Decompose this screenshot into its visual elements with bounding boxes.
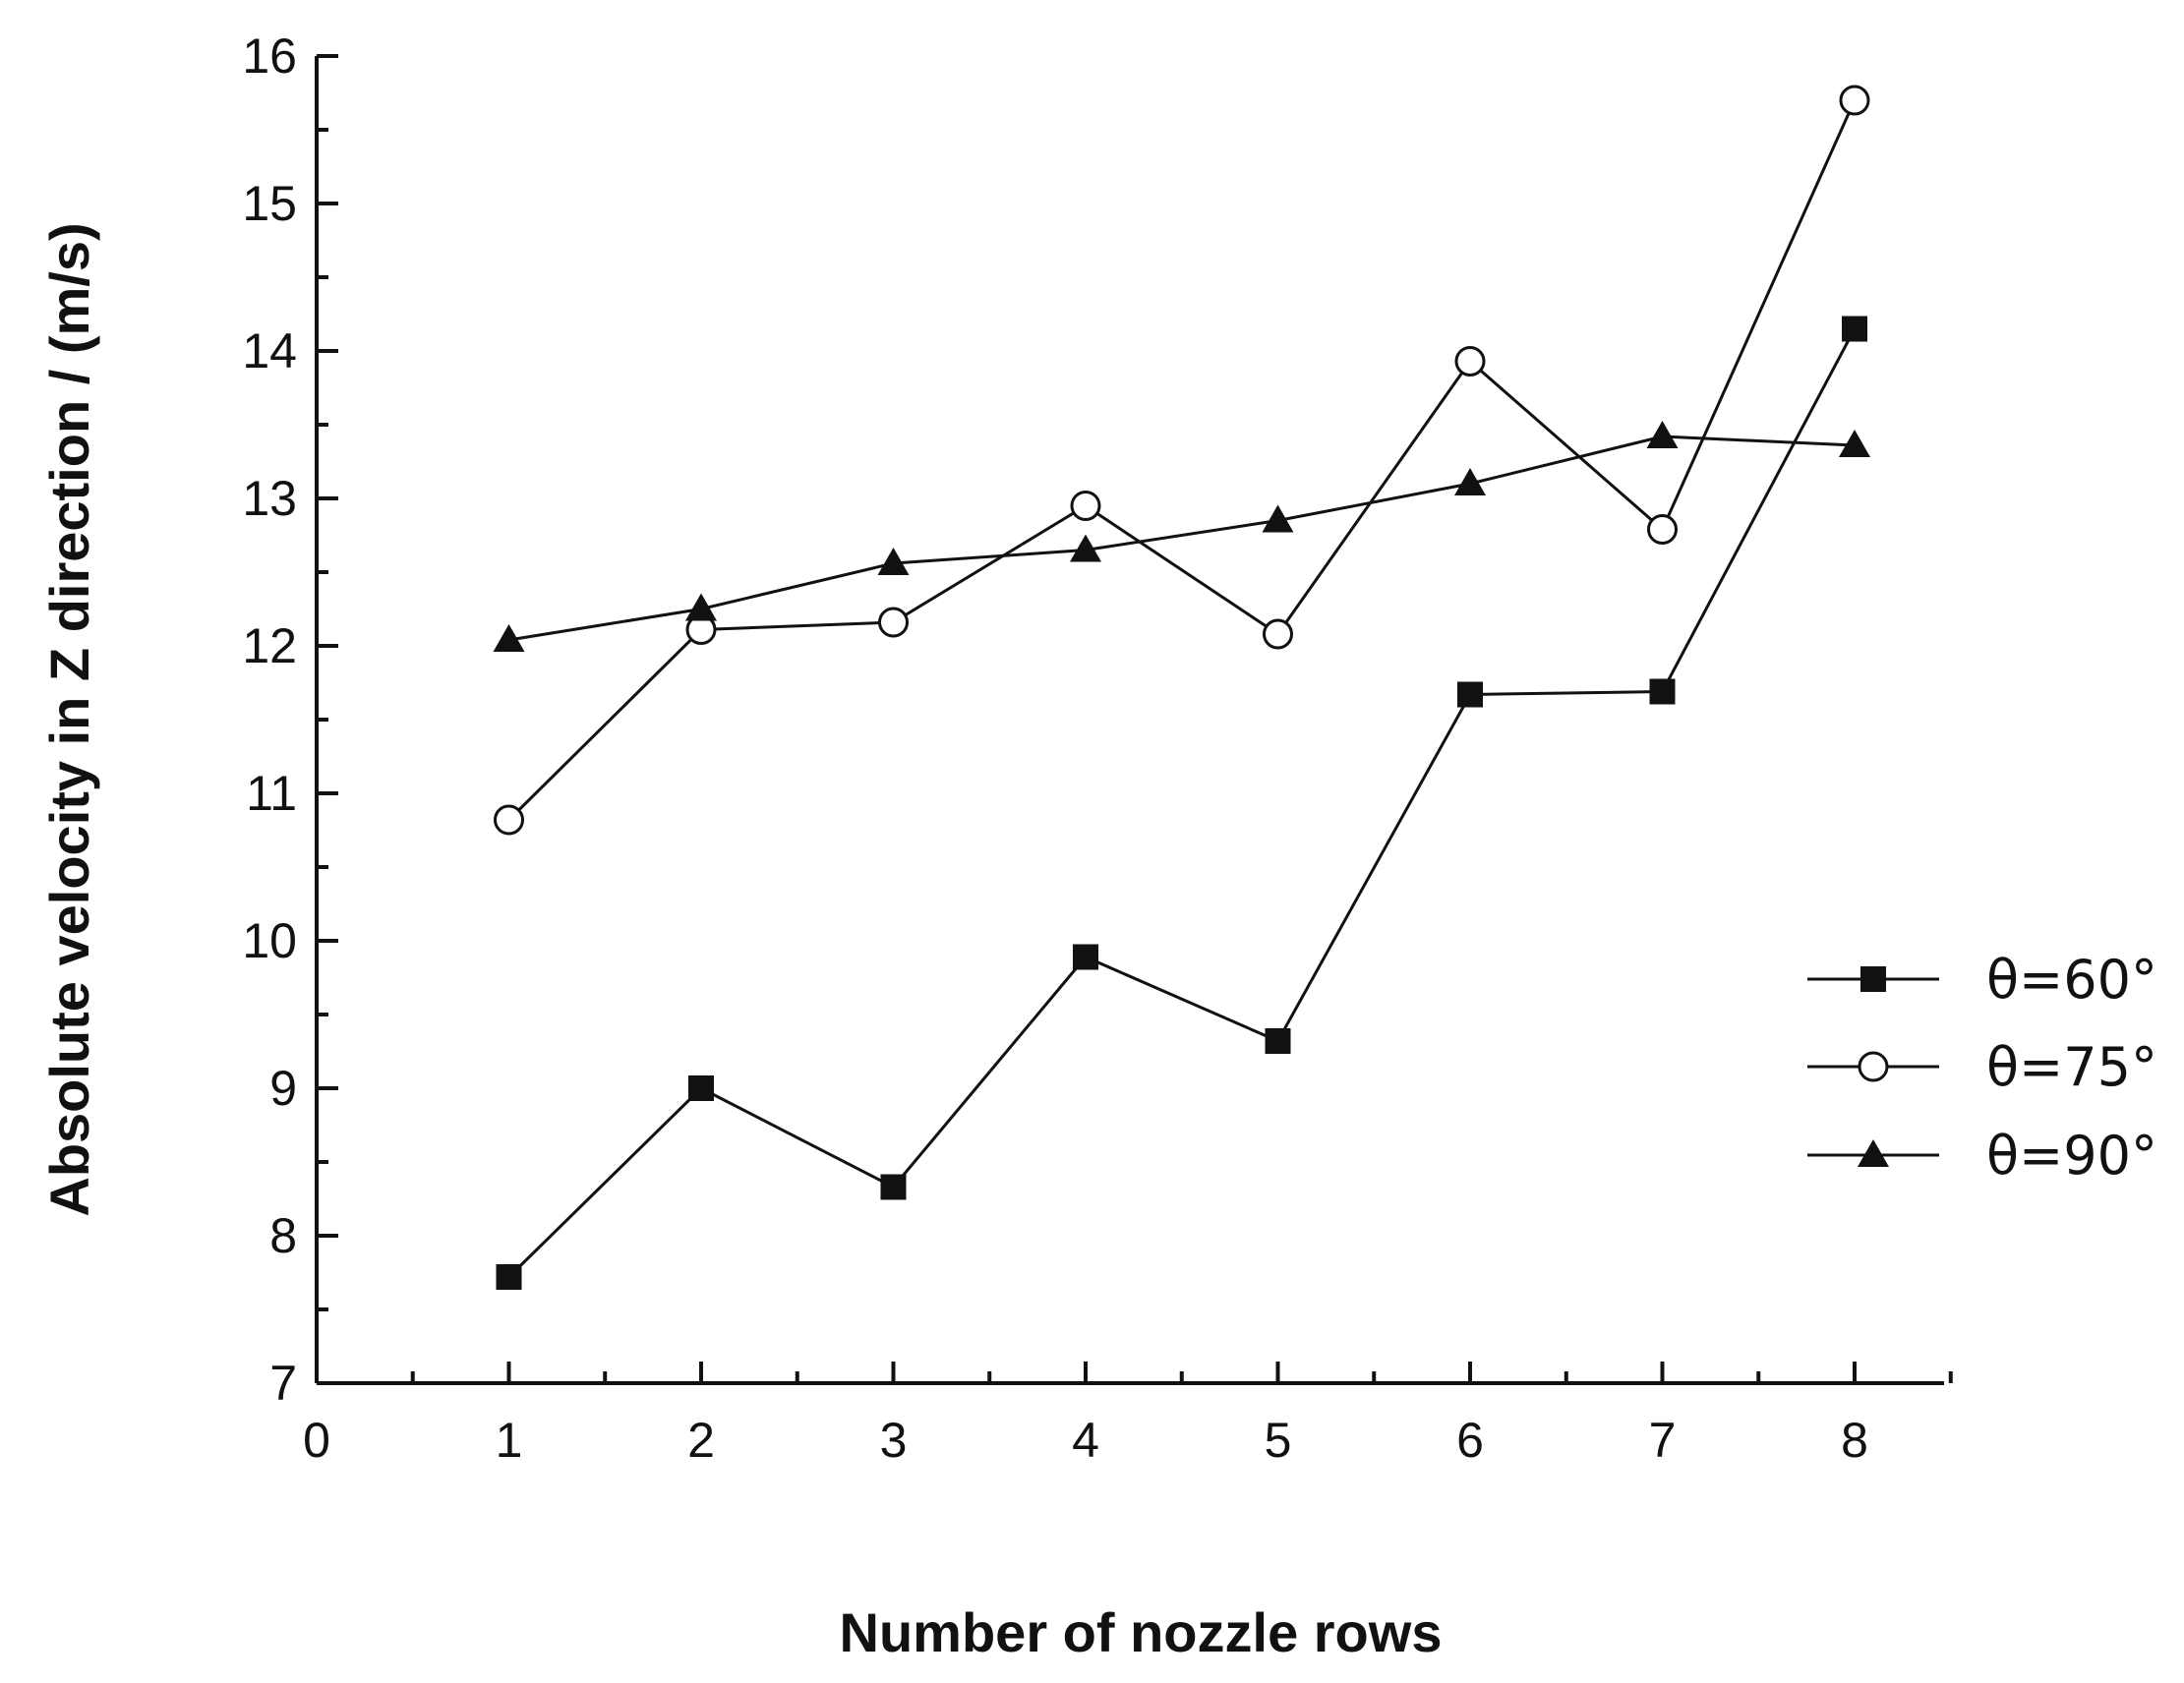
y-axis-title: Absolute velocity in Z direction / (m/s) — [38, 222, 100, 1216]
data-point — [1457, 681, 1483, 708]
data-point — [494, 804, 524, 836]
data-point — [1646, 421, 1679, 448]
y-tick-label: 7 — [269, 1356, 297, 1411]
x-tick-label: 0 — [303, 1413, 330, 1468]
data-point — [688, 1075, 714, 1101]
x-tick-label: 3 — [880, 1413, 908, 1468]
data-point — [1070, 491, 1101, 521]
series-1 — [496, 316, 1867, 1290]
data-point — [1263, 618, 1293, 650]
data-point — [1454, 346, 1486, 377]
data-point — [1070, 534, 1101, 562]
data-point — [1073, 944, 1098, 970]
x-tick-label: 6 — [1456, 1413, 1484, 1468]
data-point — [1839, 85, 1870, 116]
y-tick-label: 16 — [242, 29, 297, 84]
x-tick-label: 1 — [496, 1413, 523, 1468]
data-point — [685, 593, 717, 621]
y-tick-label: 9 — [269, 1061, 297, 1116]
y-tick-label: 12 — [242, 618, 297, 673]
legend-item: θ=90° — [1807, 1125, 2157, 1187]
y-tick-label: 13 — [242, 471, 297, 526]
data-point — [880, 1174, 907, 1200]
legend-marker — [1858, 1139, 1889, 1167]
legend-label: θ=90° — [1986, 1125, 2157, 1187]
data-point — [1649, 678, 1676, 705]
legend: θ=60° θ=75° θ=90° — [1807, 949, 2157, 1187]
x-tick-label: 4 — [1072, 1413, 1099, 1468]
x-axis-title: Number of nozzle rows — [840, 1601, 1443, 1663]
data-point — [493, 624, 525, 652]
data-point — [1842, 316, 1867, 342]
data-point — [1262, 504, 1294, 533]
series-2 — [494, 85, 1870, 836]
legend-marker — [1860, 966, 1886, 992]
axes — [315, 56, 1944, 1385]
x-tick-label: 8 — [1841, 1413, 1868, 1468]
legend-label: θ=75° — [1986, 1036, 2157, 1098]
series-line — [507, 327, 1857, 1279]
x-ticks: 0 1 2 3 4 5 6 7 8 — [303, 1362, 1953, 1468]
data-point — [877, 548, 910, 575]
y-tick-label: 14 — [242, 323, 297, 378]
series-layer — [493, 85, 1870, 1290]
x-tick-label: 7 — [1649, 1413, 1677, 1468]
data-point — [496, 1264, 522, 1290]
data-point — [1839, 430, 1870, 457]
y-tick-label: 8 — [269, 1208, 297, 1263]
data-point — [878, 607, 909, 638]
legend-label: θ=60° — [1986, 949, 2157, 1011]
legend-item: θ=75° — [1807, 1036, 2157, 1098]
data-point — [1647, 514, 1678, 545]
series-line — [508, 435, 1856, 642]
legend-marker — [1858, 1051, 1889, 1082]
data-point — [1454, 468, 1486, 495]
y-tick-label: 10 — [242, 913, 297, 968]
legend-item: θ=60° — [1807, 949, 2157, 1011]
y-tick-label: 15 — [242, 176, 297, 231]
y-tick-label: 11 — [246, 766, 297, 821]
x-tick-label: 5 — [1265, 1413, 1292, 1468]
series-line — [507, 99, 1857, 822]
series-3 — [493, 421, 1870, 652]
data-point — [1265, 1028, 1291, 1054]
y-ticks: 7 8 9 10 11 12 13 14 15 16 — [242, 29, 338, 1411]
x-tick-label: 2 — [687, 1413, 715, 1468]
